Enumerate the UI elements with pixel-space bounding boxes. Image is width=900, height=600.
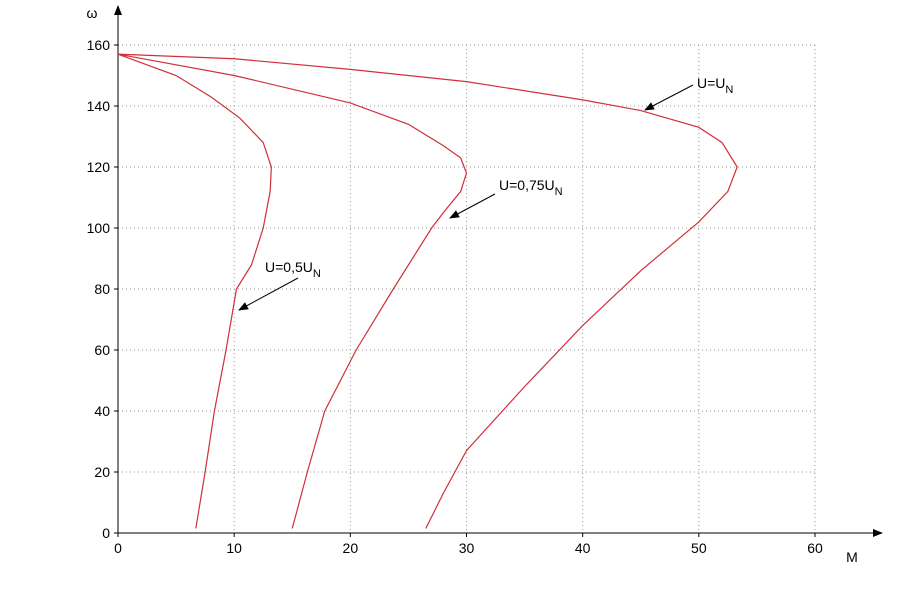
annotation: U=0,5UN	[265, 259, 321, 280]
annotation-text: U=0,5U	[265, 259, 313, 275]
annotation-subscript: N	[313, 268, 321, 280]
x-tick-label: 10	[226, 540, 242, 556]
y-tick-label: 120	[87, 159, 111, 175]
annotation-arrow	[449, 193, 496, 219]
annotation-subscript: N	[555, 186, 563, 198]
y-axis-label: ω	[87, 5, 98, 21]
curve	[117, 53, 738, 529]
annotation-arrow	[238, 277, 299, 311]
curve	[117, 53, 468, 529]
y-tick-label: 160	[87, 37, 111, 53]
curve	[117, 53, 272, 529]
y-tick-label: 140	[87, 98, 111, 114]
x-axis-label: M	[846, 549, 858, 565]
y-tick-label: 100	[87, 220, 111, 236]
x-tick-label: 50	[691, 540, 707, 556]
annotation-text: U=0,75U	[499, 177, 555, 193]
annotation: U=0,75UN	[499, 177, 563, 198]
y-tick-label: 80	[94, 281, 110, 297]
annotation-text: U=U	[697, 75, 725, 91]
annotation-subscript: N	[725, 84, 733, 96]
x-tick-label: 60	[807, 540, 823, 556]
x-tick-label: 20	[343, 540, 359, 556]
y-tick-label: 60	[94, 342, 110, 358]
y-tick-label: 0	[102, 525, 110, 541]
x-tick-label: 0	[114, 540, 122, 556]
x-tick-label: 30	[459, 540, 475, 556]
x-tick-label: 40	[575, 540, 591, 556]
y-tick-label: 20	[94, 464, 110, 480]
annotation: U=UN	[697, 75, 733, 96]
annotation-arrow	[644, 84, 694, 111]
y-tick-label: 40	[94, 403, 110, 419]
